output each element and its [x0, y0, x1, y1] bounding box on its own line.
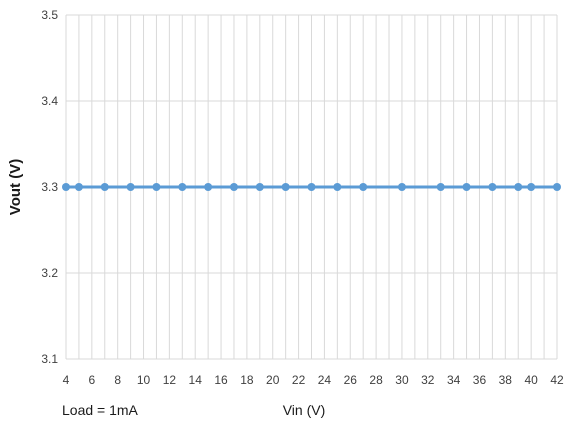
data-point [359, 183, 368, 191]
data-point [126, 183, 135, 191]
x-tick-label: 14 [189, 373, 203, 387]
x-axis-title: Vin (V) [283, 402, 326, 418]
data-point [152, 183, 161, 191]
data-point [397, 183, 406, 191]
data-point [333, 183, 342, 191]
x-tick-label: 6 [88, 373, 95, 387]
x-tick-label: 22 [292, 373, 306, 387]
data-point [204, 183, 213, 191]
y-tick-label: 3.3 [41, 180, 58, 194]
y-axis-title: Vout (V) [7, 159, 24, 215]
x-tick-label: 32 [421, 373, 435, 387]
y-tick-label: 3.2 [41, 266, 58, 280]
x-tick-label: 4 [63, 373, 70, 387]
data-point [488, 183, 497, 191]
data-point [255, 183, 264, 191]
data-point [307, 183, 316, 191]
data-point [62, 183, 70, 191]
data-point [100, 183, 109, 191]
y-tick-labels: 3.1 3.2 3.3 3.4 3.5 [41, 8, 58, 366]
x-tick-label: 42 [550, 373, 564, 387]
x-tick-label: 28 [369, 373, 383, 387]
data-point [527, 183, 536, 191]
data-point [74, 183, 83, 191]
x-tick-label: 18 [240, 373, 254, 387]
x-tick-label: 10 [137, 373, 151, 387]
x-tick-label: 36 [473, 373, 487, 387]
x-tick-label: 34 [447, 373, 461, 387]
data-points-group [62, 183, 561, 191]
load-annotation: Load = 1mA [62, 402, 139, 418]
x-tick-label: 30 [395, 373, 409, 387]
x-tick-labels: 4 6 8 10 12 14 16 18 20 22 24 26 28 30 32 34 36 38 40 42 [63, 373, 564, 387]
x-tick-label: 26 [344, 373, 358, 387]
x-tick-label: 38 [499, 373, 513, 387]
data-point [462, 183, 471, 191]
data-point [178, 183, 187, 191]
x-tick-label: 12 [163, 373, 177, 387]
y-tick-label: 3.1 [41, 352, 58, 366]
x-tick-label: 24 [318, 373, 332, 387]
x-tick-label: 16 [214, 373, 228, 387]
data-point [281, 183, 290, 191]
data-point [553, 183, 561, 191]
y-tick-label: 3.4 [41, 94, 58, 108]
y-tick-label: 3.5 [41, 8, 58, 22]
x-tick-label: 8 [114, 373, 121, 387]
data-point [514, 183, 523, 191]
data-point [229, 183, 238, 191]
x-tick-label: 20 [266, 373, 280, 387]
data-point [436, 183, 445, 191]
x-tick-label: 40 [524, 373, 538, 387]
